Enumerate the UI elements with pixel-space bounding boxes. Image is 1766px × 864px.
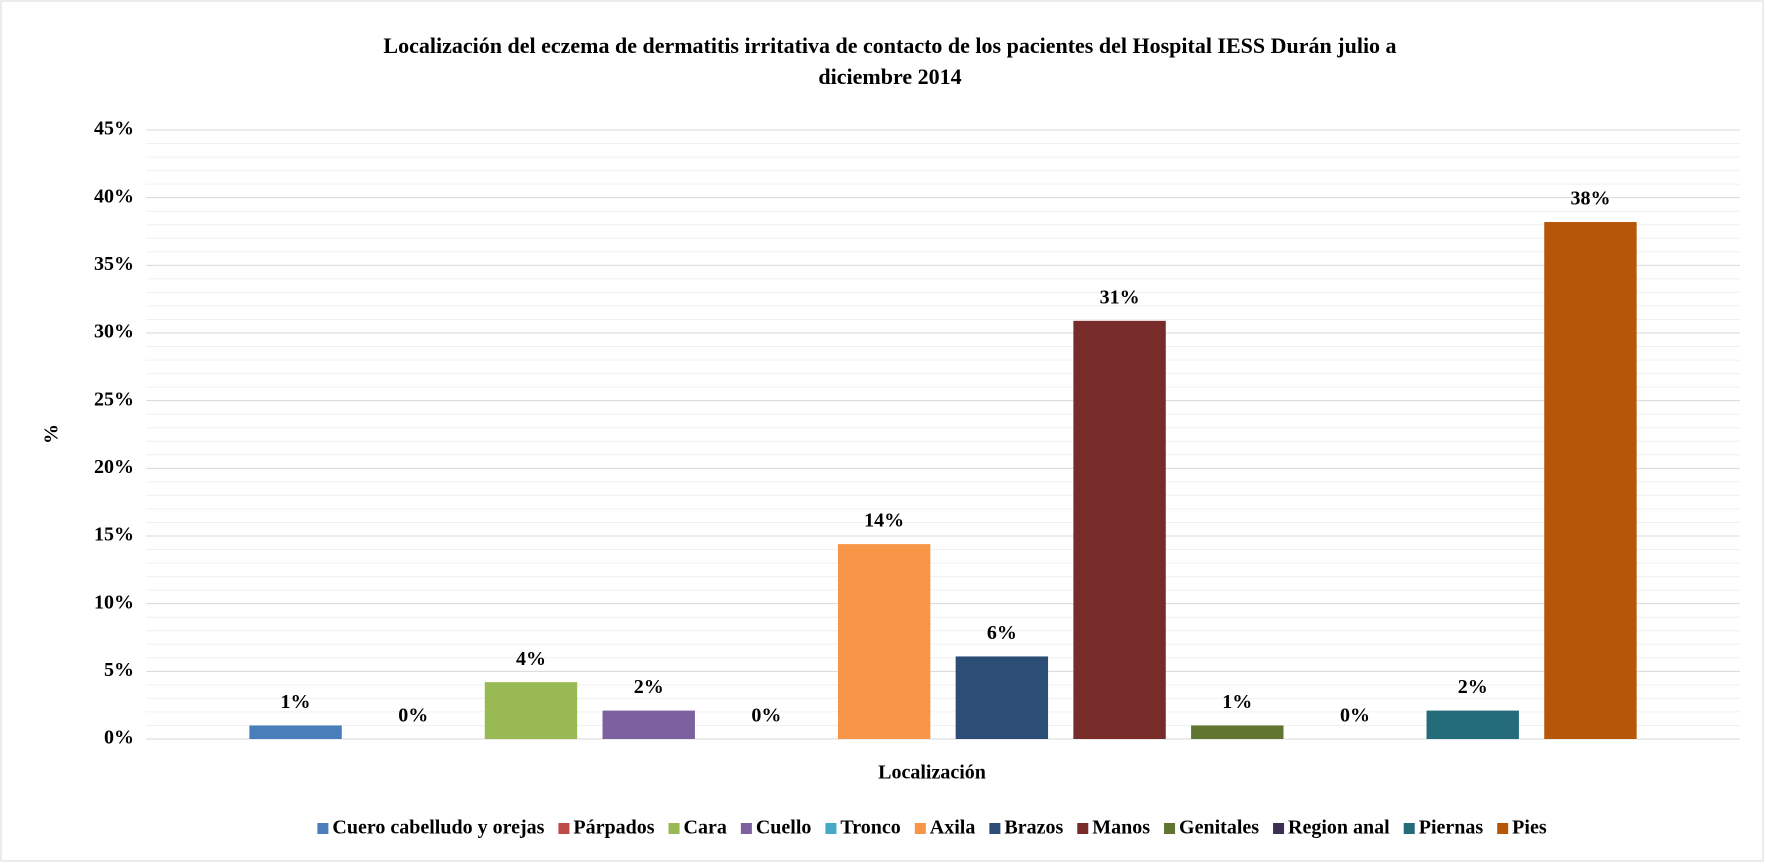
data-label: 1% [281,691,311,713]
chart-subtitle: diciembre 2014 [818,64,961,89]
legend-label: Piernas [1419,817,1484,839]
legend-swatch [558,823,570,834]
legend-swatch [1164,823,1176,834]
y-tick-label: 30% [94,321,134,343]
data-label: 1% [1222,691,1252,713]
bar [1426,710,1519,739]
y-tick-label: 15% [94,524,134,546]
legend-label: Cuello [756,817,812,839]
legend-swatch [668,823,680,834]
data-label: 6% [987,622,1017,644]
y-tick-label: 20% [94,456,134,478]
legend-label: Párpados [573,817,654,839]
legend-swatch [317,823,329,834]
legend-swatch [825,823,837,834]
legend-label: Brazos [1004,817,1063,839]
legend-label: Pies [1512,817,1547,839]
legend-swatch [1273,823,1285,834]
x-axis-label: Localización [878,762,986,784]
data-label: 2% [634,676,664,698]
legend: Cuero cabelludo y orejas Párpados Cara Cuel… [317,817,1547,839]
data-label: 31% [1100,286,1140,308]
y-tick-label: 0% [104,727,134,749]
legend-label: Genitales [1179,817,1259,839]
legend-label: Cuero cabelludo y orejas [332,817,544,839]
bar [602,710,695,739]
y-tick-label: 10% [94,591,134,613]
bar [484,682,578,739]
bar [1191,725,1284,739]
y-tick-label: 5% [104,659,134,681]
bar [1073,320,1166,739]
legend-swatch [1403,823,1415,834]
legend-label: Cara [684,817,727,839]
y-tick-label: 45% [94,118,134,140]
data-label: 38% [1570,188,1610,210]
y-tick-label: 40% [94,185,134,207]
data-label: 14% [864,510,904,532]
legend-swatch [914,823,926,834]
legend-swatch [740,823,752,834]
legend-label: Tronco [840,817,900,839]
legend-label: Region anal [1288,817,1390,839]
data-label: 0% [398,705,428,727]
y-tick-label: 25% [94,388,134,410]
bar [955,656,1049,739]
data-label: 2% [1458,676,1488,698]
legend-swatch [989,823,1001,834]
data-label: 0% [1340,705,1370,727]
bar [837,544,931,739]
legend-label: Manos [1092,817,1150,839]
bar [249,725,342,739]
y-tick-label: 35% [94,253,134,275]
bar [1544,222,1637,739]
data-label: 4% [516,648,546,670]
legend-label: Axila [930,817,976,839]
data-label: 0% [751,705,781,727]
legend-swatch [1497,823,1509,834]
chart-title: Localización del eczema de dermatitis ir… [383,33,1396,58]
y-axis-label: % [41,424,63,444]
legend-swatch [1077,823,1089,834]
